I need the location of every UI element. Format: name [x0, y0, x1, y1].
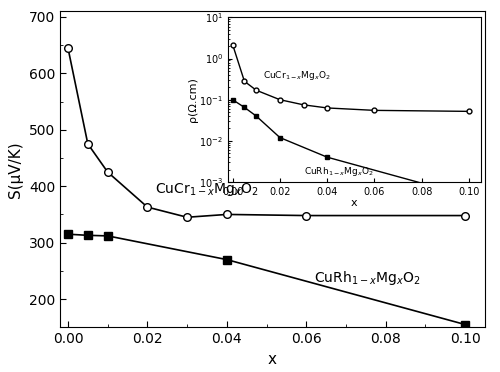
Y-axis label: S(μV/K): S(μV/K): [8, 141, 23, 198]
X-axis label: x: x: [268, 352, 277, 367]
Text: CuRh$_{1-x}$Mg$_x$O$_2$: CuRh$_{1-x}$Mg$_x$O$_2$: [314, 269, 421, 287]
Text: CuCr$_{1-x}$Mg$_x$O$_2$: CuCr$_{1-x}$Mg$_x$O$_2$: [156, 180, 259, 198]
